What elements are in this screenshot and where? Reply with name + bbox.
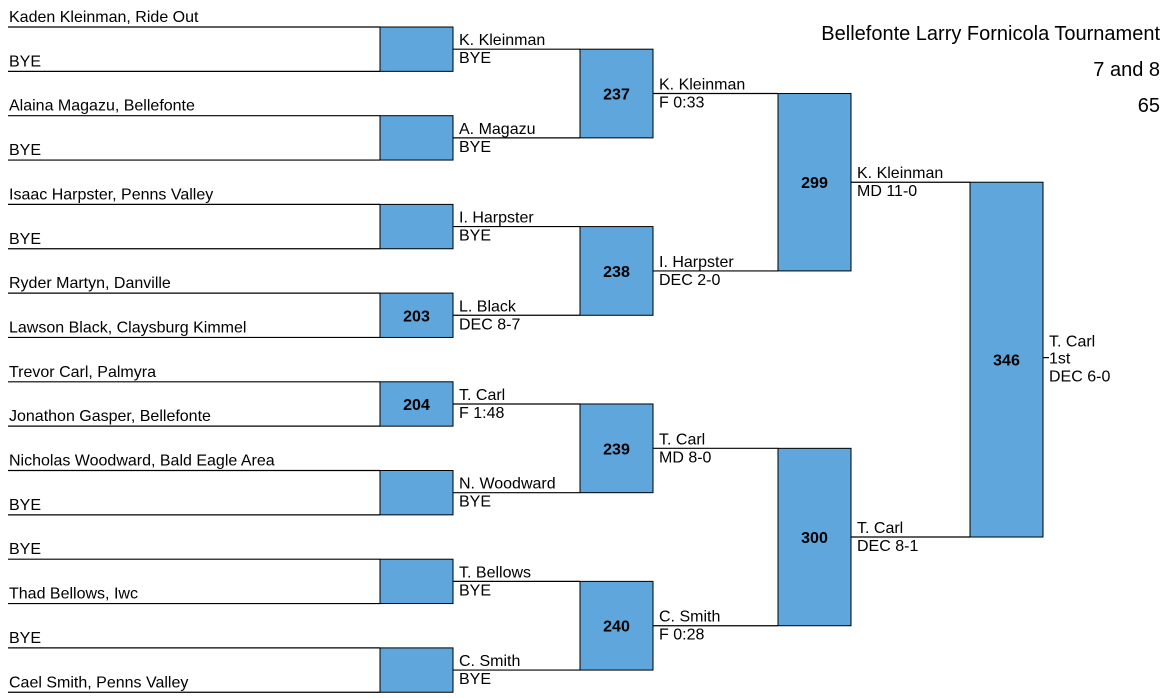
bout-number: 346 [993, 353, 1020, 370]
subtitle: 65 [1138, 95, 1160, 117]
bout-number: 239 [603, 441, 630, 458]
place: 1st [1049, 351, 1071, 368]
winner-name: K. Kleinman [659, 77, 745, 94]
entry-name: BYE [9, 53, 41, 70]
entry-name: Alaina Magazu, Bellefonte [9, 98, 195, 115]
match-box [579, 580, 654, 671]
entry-name: Kaden Kleinman, Ride Out [9, 9, 199, 26]
bout-number: 204 [403, 397, 430, 414]
bout-number: 299 [801, 175, 828, 192]
title: Bellefonte Larry Fornicola Tournament [821, 23, 1160, 45]
winner-name: T. Carl [459, 387, 505, 404]
result: BYE [459, 228, 491, 245]
match-box [379, 470, 454, 516]
result: BYE [459, 50, 491, 67]
winner-name: I. Harpster [459, 210, 534, 227]
entry-name: Cael Smith, Penns Valley [9, 674, 188, 691]
winner-name: L. Black [459, 298, 517, 315]
result: F 1:48 [459, 405, 504, 422]
entry-name: Lawson Black, Claysburg Kimmel [9, 319, 246, 336]
winner-name: T. Carl [1049, 334, 1095, 351]
match-box [969, 181, 1044, 538]
match-box [379, 381, 454, 427]
match-box [777, 93, 852, 272]
entry-name: BYE [9, 541, 41, 558]
match-box [379, 292, 454, 338]
entry-name: BYE [9, 231, 41, 248]
entry-name: Ryder Martyn, Danville [9, 275, 171, 292]
entry-name: BYE [9, 497, 41, 514]
winner-name: C. Smith [459, 653, 520, 670]
bout-number: 203 [403, 308, 430, 325]
match-box [777, 447, 852, 627]
match-box [379, 115, 454, 161]
winner-name: T. Bellows [459, 564, 531, 581]
winner-name: K. Kleinman [459, 32, 545, 49]
match-box [379, 647, 454, 693]
match-box [379, 26, 454, 72]
match-box [379, 558, 454, 605]
match-box [579, 48, 654, 139]
entry-name: BYE [9, 630, 41, 647]
bout-number: 300 [801, 530, 828, 547]
winner-name: N. Woodward [459, 476, 556, 493]
winner-name: A. Magazu [459, 121, 535, 138]
winner-name: I. Harpster [659, 254, 734, 271]
bout-number: 240 [603, 619, 630, 636]
entry-name: BYE [9, 142, 41, 159]
result: BYE [459, 139, 491, 156]
winner-name: K. Kleinman [857, 165, 943, 182]
match-box [579, 226, 654, 316]
result: F 0:33 [659, 95, 704, 112]
bout-number: 237 [603, 87, 630, 104]
result: BYE [459, 494, 491, 511]
entry-name: Nicholas Woodward, Bald Eagle Area [9, 453, 275, 470]
result: DEC 8-1 [857, 538, 918, 555]
match-box [379, 203, 454, 250]
result: DEC 8-7 [459, 316, 520, 333]
subtitle: 7 and 8 [1093, 59, 1160, 81]
entry-name: Isaac Harpster, Penns Valley [9, 186, 213, 203]
entry-name: Thad Bellows, Iwc [9, 586, 138, 603]
result: BYE [459, 671, 491, 688]
result: DEC 6-0 [1049, 369, 1110, 386]
result: BYE [459, 582, 491, 599]
result: F 0:28 [659, 627, 704, 644]
winner-name: T. Carl [857, 520, 903, 537]
result: MD 11-0 [857, 183, 917, 200]
entry-name: Trevor Carl, Palmyra [9, 364, 156, 381]
result: MD 8-0 [659, 449, 712, 466]
result: DEC 2-0 [659, 272, 720, 289]
entry-name: Jonathon Gasper, Bellefonte [9, 408, 211, 425]
winner-name: C. Smith [659, 609, 720, 626]
winner-name: T. Carl [659, 431, 705, 448]
bout-number: 238 [603, 264, 630, 281]
